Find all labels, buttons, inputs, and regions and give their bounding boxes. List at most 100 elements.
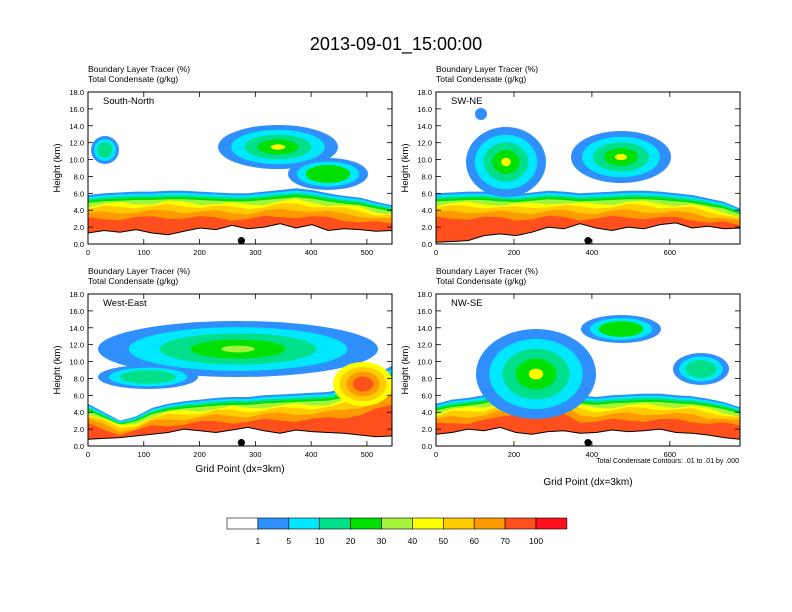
y-tick-label: 8.0 [422,172,432,181]
y-tick-label: 18.0 [417,88,432,97]
x-tick-label: 400 [305,248,318,257]
x-tick-label: 200 [193,248,206,257]
colorbar-label: 100 [529,536,543,546]
x-tick-label: 0 [86,450,90,459]
y-tick-label: 18.0 [69,88,84,97]
x-tick-label: 600 [664,450,677,459]
y-tick-label: 16.0 [69,307,84,316]
colorbar-swatch [381,517,413,530]
location-marker [237,439,245,447]
y-tick-label: 6.0 [422,189,432,198]
y-tick-label: 16.0 [417,307,432,316]
colorbar-label: 60 [469,536,479,546]
subtitle-tracer: Boundary Layer Tracer (%) [88,266,190,276]
colorbar-swatch [257,517,290,530]
colorbar-swatch [412,517,444,530]
colorbar-label: 30 [377,536,387,546]
figure-title: 2013-09-01_15:00:00 [310,34,482,55]
x-tick-label: 400 [586,450,599,459]
location-marker [237,237,245,245]
location-marker [584,237,592,245]
cloud-level-6 [615,153,627,161]
y-tick-label: 8.0 [74,374,84,383]
y-axis-label: Height (km) [400,143,411,192]
panel-label: SW-NE [451,96,483,107]
colorbar-label: 50 [439,536,449,546]
cloud-level-5 [221,345,255,353]
colorbar-swatch [288,517,320,530]
condensate-cloud [98,321,392,406]
y-tick-label: 12.0 [417,139,432,148]
terrain [88,426,392,446]
x-axis-label: Grid Point (dx=3km) [543,477,632,488]
x-tick-label: 0 [434,450,438,459]
panel-label: South-North [103,96,154,107]
y-tick-label: 6.0 [74,189,84,198]
y-tick-label: 0.0 [422,442,432,451]
cloud-level-6 [528,368,544,380]
panel-south-north: 0.0 2.0 4.0 6.0 8.0 10.0 12.0 14.0 16.0 18.0 0 100 2… [52,64,393,257]
y-tick-label: 18.0 [69,290,84,299]
y-tick-label: 10.0 [417,156,432,165]
y-axis-label: Height (km) [52,345,63,394]
y-axis-label: Height (km) [400,345,411,394]
y-tick-label: 8.0 [74,172,84,181]
field-layers [436,315,740,446]
x-tick-label: 200 [508,248,521,257]
terrain [436,426,740,446]
plot-frame [87,293,393,447]
colorbar-label: 20 [346,536,356,546]
y-tick-label: 16.0 [417,105,432,114]
subtitle-tracer: Boundary Layer Tracer (%) [436,64,538,74]
y-tick-label: 0.0 [74,442,84,451]
colorbar-swatch [350,517,382,530]
colorbar-swatch [473,517,506,530]
panel-label: West-East [103,298,147,309]
plot-frame [87,91,393,245]
y-tick-label: 6.0 [74,391,84,400]
y-tick-label: 14.0 [417,324,432,333]
cloud-level-3 [97,142,113,158]
y-tick-label: 14.0 [69,324,84,333]
y-tick-label: 12.0 [69,341,84,350]
y-tick-label: 8.0 [422,374,432,383]
subtitle-tracer: Boundary Layer Tracer (%) [88,64,190,74]
cloud-level-1 [475,108,487,120]
x-tick-label: 600 [664,248,677,257]
x-axis-label: Grid Point (dx=3km) [195,464,284,475]
y-tick-label: 2.0 [422,425,432,434]
y-tick-label: 14.0 [417,122,432,131]
colorbar-swatch [535,517,568,530]
field-layers [436,108,740,244]
colorbar-label: 10 [315,536,325,546]
y-tick-label: 4.0 [422,206,432,215]
colorbar-swatch [504,517,537,530]
x-tick-label: 400 [305,450,318,459]
y-tick-label: 10.0 [69,156,84,165]
panel-label: NW-SE [451,298,483,309]
y-tick-label: 0.0 [74,240,84,249]
colorbar: 1 5 10 20 30 40 50 60 70 100 [226,517,568,546]
y-tick-label: 2.0 [422,223,432,232]
y-tick-label: 2.0 [74,223,84,232]
subtitle-condensate: Total Condensate (g/kg) [436,276,526,286]
panel-nw-se: 0.0 2.0 4.0 6.0 8.0 10.0 12.0 14.0 16.0 18.0 0 200 4… [400,266,741,488]
y-tick-label: 2.0 [74,425,84,434]
terrain [88,223,392,244]
condensate-cloud [91,125,368,190]
field-layers [88,125,392,244]
panel-west-east: 0.0 2.0 4.0 6.0 8.0 10.0 12.0 14.0 16.0 18.0 0 100 2… [52,266,393,475]
x-tick-label: 100 [138,248,151,257]
subtitle-condensate: Total Condensate (g/kg) [436,74,526,84]
cloud-level-6 [501,157,511,167]
terrain [436,222,740,244]
colorbar-label: 5 [286,536,291,546]
panel-sw-ne: 0.0 2.0 4.0 6.0 8.0 10.0 12.0 14.0 16.0 18.0 0 200 4… [400,64,741,257]
condensate-cloud [466,108,671,197]
cloud-level-4 [598,321,644,337]
y-tick-label: 12.0 [417,341,432,350]
colorbar-swatch [226,517,259,530]
location-marker [584,439,592,447]
y-tick-label: 10.0 [417,358,432,367]
